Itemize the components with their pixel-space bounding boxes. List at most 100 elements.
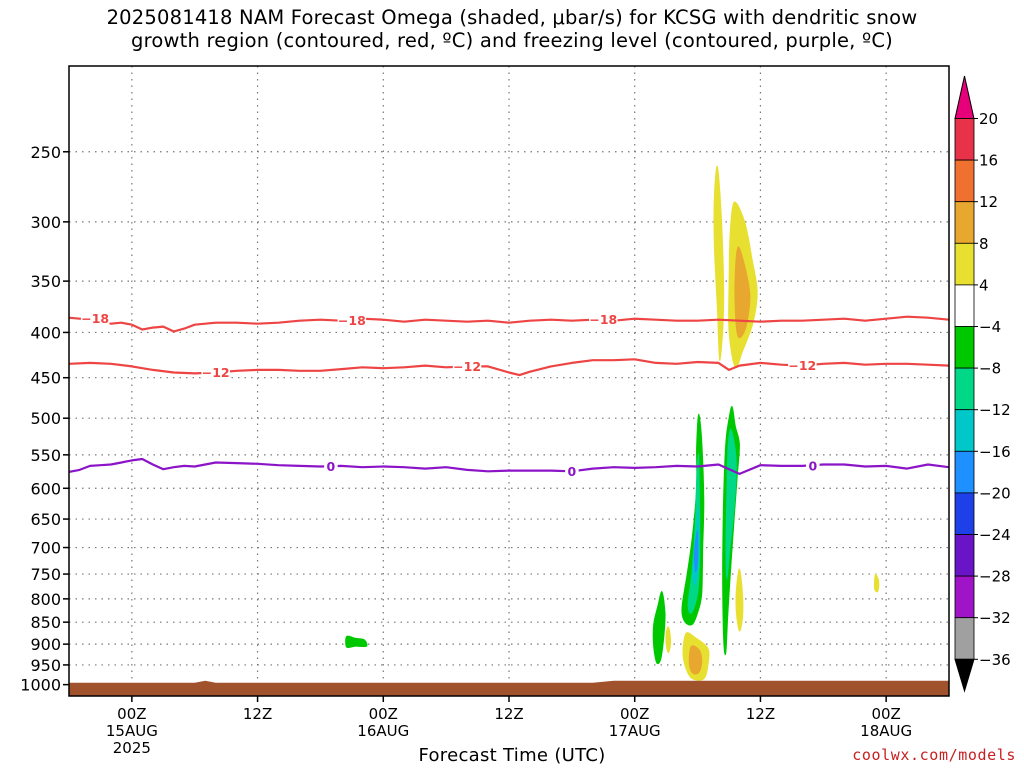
y-tick-label-700: 700 — [30, 539, 61, 558]
colorbar-swatch-11 — [954, 575, 975, 619]
temperature-contours: −18 −18 −18 −12 −12 −12 0 0 0 — [69, 310, 949, 480]
colorbar-label-4: 4 — [979, 276, 989, 294]
x-tick-label-4: 00Z — [620, 705, 649, 723]
colorbar-swatch-0 — [954, 118, 975, 161]
chart-title: 2025081418 NAM Forecast Omega (shaded, μ… — [0, 6, 1024, 52]
x-tick-label-6: 00Z — [871, 705, 900, 723]
colorbar-label-10: −24 — [979, 526, 1011, 544]
y-tick-label-300: 300 — [30, 213, 61, 232]
contour-label-bg-2-1 — [565, 463, 579, 480]
contour-label-2-0: 0 — [327, 459, 336, 474]
x-tick-date-4: 17AUG — [609, 722, 661, 740]
x-tick-date-2: 16AUG — [357, 722, 409, 740]
colorbar-label-6: −8 — [979, 360, 1001, 378]
colorbar-swatch-4 — [954, 284, 975, 327]
omega-region-9 — [652, 591, 666, 665]
colorbar-swatch-12 — [954, 617, 975, 660]
x-axis-title: Forecast Time (UTC) — [418, 745, 606, 766]
contour-label-bg-0-2 — [589, 311, 618, 328]
colorbar-label-7: −12 — [979, 401, 1011, 419]
colorbar-swatch-2 — [954, 201, 975, 244]
colorbar-swatch-9 — [954, 492, 975, 535]
omega-region-0 — [713, 165, 725, 361]
contour-label-1-2: −12 — [788, 358, 816, 373]
contour-label-bg-1-2 — [788, 357, 817, 374]
chart-title-line-2: growth region (contoured, red, ºC) and f… — [131, 29, 893, 52]
terrain-fill — [69, 680, 949, 696]
contour-label-bg-1-1 — [452, 358, 482, 375]
x-tick-label-5: 12Z — [746, 705, 775, 723]
x-tick-date-6: 18AUG — [860, 722, 912, 740]
colorbar-label-2: 12 — [979, 193, 998, 211]
contour-label-0-2: −18 — [589, 312, 617, 327]
terrain-polygon — [69, 680, 949, 696]
colorbar-swatch-8 — [954, 450, 975, 494]
colorbar-label-9: −20 — [979, 484, 1011, 502]
omega-region-11 — [735, 568, 744, 632]
colorbar-swatch-5 — [954, 326, 975, 369]
y-tick-label-950: 950 — [30, 656, 61, 675]
x-tick-label-2: 00Z — [369, 705, 398, 723]
x-tick-label-3: 12Z — [494, 705, 523, 723]
colorbar-swatch-6 — [954, 367, 975, 411]
y-axis: 250 300 350 400 450 500 550 600 650 700 750 800 850 9… — [20, 143, 69, 695]
colorbar-label-1: 16 — [979, 152, 998, 170]
y-tick-label-500: 500 — [30, 409, 61, 428]
colorbar-swatch-1 — [954, 159, 975, 203]
y-tick-label-250: 250 — [30, 143, 61, 162]
contour-line-0 — [69, 315, 949, 333]
contour-label-0-0: −18 — [81, 311, 109, 326]
colorbar-swatch-3 — [954, 242, 975, 286]
x-tick-label-0: 00Z — [117, 705, 146, 723]
chart-title-line-1: 2025081418 NAM Forecast Omega (shaded, μ… — [106, 6, 918, 29]
colorbar-label-3: 8 — [979, 235, 989, 253]
y-tick-label-850: 850 — [30, 613, 61, 632]
y-tick-label-350: 350 — [30, 272, 61, 291]
y-tick-label-1000: 1000 — [20, 676, 61, 695]
contour-label-bg-2-0 — [324, 458, 338, 475]
omega-region-10 — [345, 635, 368, 649]
y-tick-label-550: 550 — [30, 446, 61, 465]
y-tick-label-750: 750 — [30, 565, 61, 584]
omega-region-2 — [734, 246, 751, 339]
colorbar-label-13: −36 — [979, 651, 1011, 669]
x-tick-date-0: 15AUG — [106, 722, 158, 740]
contour-label-bg-0-0 — [80, 310, 110, 327]
omega-shading — [345, 165, 880, 681]
contour-label-2-1: 0 — [568, 464, 577, 479]
y-tick-label-650: 650 — [30, 510, 61, 529]
credit-text: coolwx.com/models — [852, 746, 1016, 764]
colorbar-label-5: −4 — [979, 318, 1001, 336]
contour-label-bg-1-0 — [201, 364, 230, 381]
y-tick-label-800: 800 — [30, 590, 61, 609]
x-tick-label-1: 12Z — [243, 705, 272, 723]
contour-label-bg-0-1 — [337, 312, 367, 329]
colorbar-swatch-10 — [954, 534, 975, 577]
colorbar-label-8: −16 — [979, 443, 1011, 461]
y-tick-label-450: 450 — [30, 369, 61, 388]
plot-frame — [68, 65, 950, 697]
omega-region-15 — [873, 573, 880, 593]
y-tick-label-400: 400 — [30, 323, 61, 342]
grid-lines — [69, 66, 949, 696]
x-tick-year-0: 2025 — [113, 739, 151, 757]
omega-region-8 — [693, 530, 699, 573]
omega-region-6 — [725, 428, 737, 580]
contour-label-1-0: −12 — [202, 365, 230, 380]
colorbar-swatch-7 — [954, 409, 975, 452]
colorbar: 20 16 12 8 4 −4 −8 −12 −16 −20 −24 −28 −32 −36 — [954, 75, 1011, 693]
contour-label-2-2: 0 — [808, 458, 817, 473]
colorbar-label-0: 20 — [979, 110, 998, 128]
contour-label-1-1: −12 — [453, 359, 481, 374]
contour-label-0-1: −18 — [338, 313, 366, 328]
contour-line-2 — [69, 457, 949, 475]
colorbar-label-11: −28 — [979, 568, 1011, 586]
omega-region-12 — [665, 626, 671, 654]
y-tick-label-600: 600 — [30, 479, 61, 498]
contour-label-bg-2-2 — [806, 457, 820, 474]
y-tick-label-900: 900 — [30, 635, 61, 654]
omega-region-14 — [688, 645, 703, 675]
colorbar-arrow-bottom — [954, 658, 975, 693]
